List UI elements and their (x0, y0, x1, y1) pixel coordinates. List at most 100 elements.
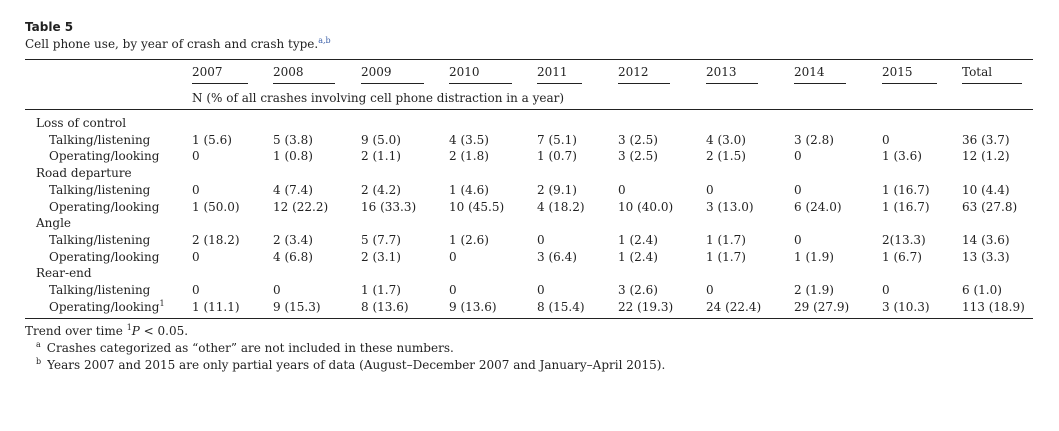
caption-sup: a,b (318, 36, 331, 45)
trend-p: P (131, 324, 140, 338)
table-caption: Cell phone use, by year of crash and cra… (25, 36, 331, 52)
subheader: N (% of all crashes involving cell phone… (192, 91, 565, 105)
cell: 63 (27.8) (962, 199, 1018, 214)
cell: 2(13.3) (882, 232, 926, 247)
cell: 3 (2.5) (618, 132, 658, 147)
table-title: Table 5 (25, 20, 74, 34)
row-label: Talking/listening (49, 183, 150, 197)
cell: 3 (13.0) (706, 199, 754, 214)
cell: 1 (4.6) (449, 182, 489, 197)
cell: 3 (10.3) (882, 299, 930, 314)
cell: 2 (1.8) (449, 149, 489, 164)
column-underline (273, 83, 335, 84)
footnote-marker: b (36, 357, 42, 366)
cell: 0 (706, 283, 714, 297)
cell: 0 (192, 149, 200, 164)
cell: 12 (22.2) (273, 199, 329, 214)
cell: 0 (192, 182, 200, 197)
group-label: Road departure (36, 166, 132, 181)
row-label-text: Operating/looking (49, 249, 160, 264)
row-label-text: Operating/looking (49, 299, 160, 314)
cell: 9 (15.3) (273, 299, 321, 314)
cell: 0 (449, 283, 457, 297)
cell: 9 (13.6) (449, 299, 497, 314)
column-underline (192, 83, 248, 84)
cell: 1 (0.7) (537, 149, 577, 164)
caption-text: Cell phone use, by year of crash and cra… (25, 37, 319, 51)
footnote: b Years 2007 and 2015 are only partial ye… (36, 357, 665, 373)
cell: 10 (40.0) (618, 199, 674, 214)
column-header: 2015 (882, 65, 913, 79)
cell: 0 (192, 283, 200, 297)
trend-sup: 1 (126, 323, 132, 332)
cell: 0 (618, 182, 626, 197)
cell: 10 (45.5) (449, 199, 505, 214)
row-label: Operating/looking (49, 200, 159, 214)
column-header: 2010 (449, 65, 480, 79)
cell: 4 (18.2) (537, 199, 585, 214)
cell: 2 (18.2) (192, 232, 240, 247)
row-label-text: Talking/listening (49, 283, 151, 297)
column-header: 2009 (361, 65, 392, 79)
column-header: 2012 (618, 65, 649, 79)
cell: 1 (2.4) (618, 249, 658, 264)
column-header: Total (962, 65, 993, 79)
row-label: Talking/listening (49, 133, 150, 147)
cell: 1 (11.1) (192, 299, 240, 314)
group-label: Angle (36, 216, 72, 231)
trend-note: Trend over time 1P < 0.05. (25, 323, 189, 339)
row-label: Talking/listening (49, 233, 150, 247)
cell: 2 (1.1) (361, 149, 401, 164)
cell: 1 (1.9) (794, 249, 834, 264)
cell: 1 (50.0) (192, 199, 240, 214)
cell: 0 (794, 182, 802, 197)
bottom-rule (25, 318, 1033, 319)
column-underline (794, 83, 846, 84)
column-header: 2007 (192, 65, 223, 79)
row-label-text: Operating/looking (49, 199, 160, 214)
row-label-text: Operating/looking (49, 149, 160, 164)
cell: 1 (5.6) (192, 132, 232, 147)
cell: 1 (1.7) (706, 232, 746, 247)
footnote-text: Crashes categorized as “other” are not i… (46, 341, 454, 355)
row-label: Operating/looking1 (49, 298, 165, 314)
cell: 0 (537, 283, 545, 297)
cell: 1 (0.8) (273, 149, 313, 164)
cell: 0 (882, 283, 890, 297)
column-header: 2013 (706, 65, 737, 79)
trend-text: Trend over time (25, 324, 127, 338)
cell: 29 (27.9) (794, 299, 850, 314)
cell: 5 (7.7) (361, 232, 401, 247)
column-header: 2008 (273, 65, 304, 79)
cell: 2 (9.1) (537, 182, 577, 197)
cell: 1 (16.7) (882, 199, 930, 214)
row-label-text: Talking/listening (49, 232, 151, 247)
cell: 8 (13.6) (361, 299, 409, 314)
cell: 0 (537, 232, 545, 247)
column-underline (882, 83, 937, 84)
cell: 0 (192, 249, 200, 264)
cell: 10 (4.4) (962, 182, 1010, 197)
cell: 8 (15.4) (537, 299, 585, 314)
footnote-marker: a (36, 340, 41, 349)
cell: 5 (3.8) (273, 132, 313, 147)
cell: 14 (3.6) (962, 232, 1010, 247)
cell: 2 (3.4) (273, 232, 313, 247)
cell: 1 (2.6) (449, 232, 489, 247)
column-underline (706, 83, 758, 84)
cell: 4 (3.0) (706, 132, 746, 147)
cell: 2 (3.1) (361, 249, 401, 264)
cell: 1 (16.7) (882, 182, 930, 197)
cell: 0 (449, 249, 457, 264)
row-label-text: Talking/listening (49, 132, 151, 147)
cell: 6 (24.0) (794, 199, 842, 214)
top-rule (25, 59, 1033, 60)
row-label: Talking/listening (49, 283, 150, 297)
footnote: a Crashes categorized as “other” are not … (36, 340, 454, 356)
cell: 1 (6.7) (882, 249, 922, 264)
row-label-text: Talking/listening (49, 182, 151, 197)
row-label-sup: 1 (159, 298, 165, 308)
trend-rest: < 0.05. (139, 324, 189, 338)
column-header: 2014 (794, 65, 825, 79)
cell: 7 (5.1) (537, 132, 577, 147)
